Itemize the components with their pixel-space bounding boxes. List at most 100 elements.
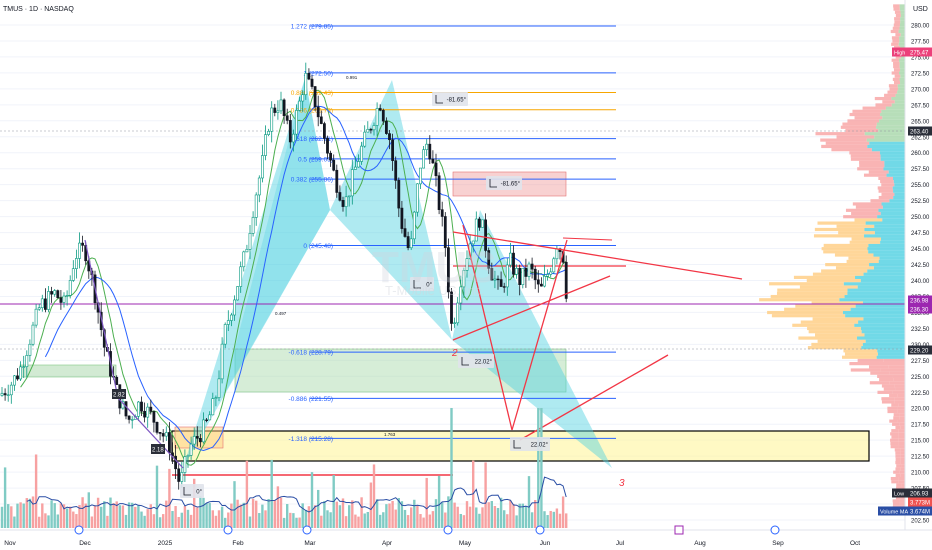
volume-bar bbox=[38, 516, 41, 528]
price-badge-value: 236.30 bbox=[910, 308, 929, 314]
candle-body bbox=[462, 270, 466, 288]
volume-profile-bar bbox=[812, 272, 864, 276]
volume-profile-bar bbox=[880, 240, 905, 244]
volume-bar bbox=[208, 503, 211, 528]
volume-profile-bar bbox=[851, 211, 881, 216]
volume-profile-bar bbox=[874, 231, 905, 235]
price-tick-label: 250.00 bbox=[911, 215, 930, 221]
volume-profile-bar bbox=[854, 218, 883, 222]
volume-bar bbox=[90, 516, 94, 528]
volume-profile-bar bbox=[867, 144, 905, 149]
price-badge-bg bbox=[908, 304, 932, 314]
volume-profile-bar bbox=[885, 106, 905, 110]
time-tick-label: Apr bbox=[382, 540, 393, 547]
volume-bar bbox=[453, 502, 456, 528]
candle-body bbox=[360, 145, 364, 162]
candle-body bbox=[512, 252, 515, 275]
candle-body bbox=[431, 158, 435, 164]
candle-body bbox=[295, 110, 298, 135]
volume-bar bbox=[143, 515, 146, 528]
volume-bar bbox=[462, 515, 466, 528]
volume-bar bbox=[323, 501, 326, 528]
candle-body bbox=[515, 267, 519, 275]
candle-body bbox=[310, 78, 314, 87]
price-tick-label: 267.50 bbox=[911, 103, 930, 109]
volume-bar bbox=[351, 500, 354, 528]
volume-profile-bar bbox=[799, 285, 858, 289]
volume-profile-bar bbox=[890, 476, 899, 481]
candle-body bbox=[195, 436, 199, 439]
volume-bar bbox=[25, 498, 28, 528]
angle-label: -81.65° bbox=[501, 182, 521, 188]
candle-body bbox=[555, 248, 559, 260]
candle-body bbox=[428, 143, 432, 160]
trend-line-2 bbox=[452, 275, 611, 341]
candle-body bbox=[68, 280, 72, 296]
price-tick-label: 212.50 bbox=[911, 455, 930, 461]
volume-profile-bar bbox=[880, 237, 905, 241]
volume-bar bbox=[56, 514, 59, 528]
volume-profile-bar bbox=[821, 144, 868, 149]
volume-bar bbox=[537, 408, 540, 528]
volume-profile-bar bbox=[889, 419, 898, 423]
volume-profile-bar bbox=[889, 393, 898, 398]
fib-label: 0.618 (262.21) bbox=[291, 136, 333, 143]
volume-profile-bar bbox=[891, 435, 899, 439]
volume-profile-bar bbox=[900, 33, 905, 37]
candle-body bbox=[205, 419, 209, 422]
moving-average-green bbox=[20, 89, 567, 466]
volume-profile-bar bbox=[890, 432, 899, 436]
volume-profile-bar bbox=[899, 71, 905, 75]
volume-profile-bar bbox=[893, 65, 900, 69]
candle-body bbox=[450, 291, 453, 324]
volume-profile bbox=[759, 4, 905, 513]
candle-body bbox=[388, 133, 391, 141]
volume-bar bbox=[292, 513, 295, 528]
volume-profile-bar bbox=[859, 164, 885, 168]
candle-body bbox=[332, 159, 336, 171]
volume-profile-bar bbox=[882, 218, 905, 222]
volume-bar bbox=[515, 515, 518, 528]
price-badge-value: 229.20 bbox=[910, 349, 929, 355]
time-tick-label: 2025 bbox=[158, 540, 173, 547]
candle-body bbox=[490, 268, 494, 281]
volume-profile-bar bbox=[895, 55, 901, 59]
volume-profile-bar bbox=[776, 291, 848, 295]
volume-bar bbox=[385, 504, 388, 528]
volume-profile-bar bbox=[820, 138, 867, 142]
candle-body bbox=[168, 432, 171, 454]
volume-bar bbox=[326, 510, 329, 528]
candle-body bbox=[285, 115, 289, 121]
volume-bar bbox=[193, 478, 196, 528]
price-tick-label: 262.50 bbox=[911, 135, 930, 141]
volume-profile-bar bbox=[898, 438, 905, 442]
volume-bar bbox=[267, 498, 270, 528]
price-badge-bg bbox=[908, 295, 932, 305]
volume-profile-bar bbox=[808, 330, 862, 334]
candle-body bbox=[363, 131, 367, 147]
volume-profile-bar bbox=[868, 170, 889, 174]
price-badge-value: 236.98 bbox=[910, 299, 929, 305]
fib-label: 1 (272.50) bbox=[303, 70, 333, 77]
volume-bar bbox=[341, 498, 345, 528]
volume-profile-bar bbox=[883, 167, 905, 171]
volume-profile-bar bbox=[898, 476, 905, 481]
volume-profile-bar bbox=[881, 109, 905, 113]
time-tick-label: Sep bbox=[772, 540, 784, 547]
candle-body bbox=[143, 410, 147, 418]
volume-bar bbox=[419, 514, 422, 528]
green-zone-left bbox=[19, 364, 117, 378]
candle-body bbox=[322, 123, 326, 139]
volume-profile-bar bbox=[888, 84, 898, 88]
pattern-point-label: 2 bbox=[451, 348, 458, 359]
volume-bar bbox=[152, 514, 156, 528]
volume-profile-bar bbox=[894, 45, 901, 50]
volume-profile-bar bbox=[899, 4, 905, 8]
volume-profile-bar bbox=[898, 58, 905, 62]
candle-body bbox=[127, 415, 131, 420]
candle-body bbox=[202, 419, 205, 443]
volume-profile-bar bbox=[884, 93, 896, 97]
volume-profile-bar bbox=[895, 387, 905, 391]
fib-label: 0.786 (266.73) bbox=[291, 107, 333, 114]
volume-profile-bar bbox=[900, 457, 905, 462]
